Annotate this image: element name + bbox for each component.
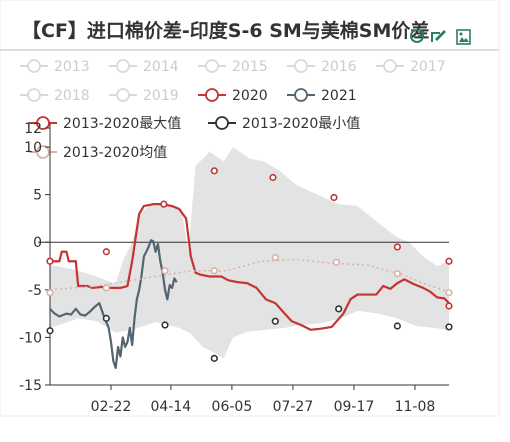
y-tick-label: 12 bbox=[24, 121, 42, 137]
legend-item-2015[interactable]: 2015 bbox=[198, 59, 268, 75]
min-marker bbox=[271, 317, 279, 325]
save-image-icon[interactable] bbox=[456, 29, 471, 45]
min-marker bbox=[46, 327, 54, 335]
legend-label: 2013-2020最小值 bbox=[242, 116, 360, 132]
min-marker bbox=[102, 314, 110, 322]
y-tick-label: -15 bbox=[19, 378, 42, 394]
mean-marker bbox=[393, 270, 401, 278]
series-2020-marker bbox=[445, 302, 453, 310]
min-marker bbox=[393, 322, 401, 330]
legend-label: 2014 bbox=[143, 59, 179, 75]
legend-label: 2016 bbox=[321, 59, 357, 75]
legend-item-2016[interactable]: 2016 bbox=[287, 59, 357, 75]
x-tick-label: 09-17 bbox=[334, 399, 375, 415]
range-band-area bbox=[50, 147, 449, 359]
mean-marker bbox=[210, 267, 218, 275]
y-tick-label: -5 bbox=[28, 283, 42, 299]
legend-item-2013-2020[interactable]: 2013-2020均值 bbox=[29, 145, 167, 161]
restore-icon[interactable] bbox=[410, 29, 424, 43]
range-band bbox=[50, 147, 449, 359]
data-view-icon[interactable] bbox=[431, 30, 446, 42]
max-marker bbox=[393, 243, 401, 251]
legend-label: 2013-2020均值 bbox=[63, 145, 167, 161]
x-tick-label: 07-27 bbox=[273, 399, 314, 415]
max-marker bbox=[102, 248, 110, 256]
x-tick-label: 02-22 bbox=[91, 399, 132, 415]
legend-item-2013-2020[interactable]: 2013-2020最小值 bbox=[208, 116, 360, 132]
legend-item-2013[interactable]: 2013 bbox=[20, 59, 90, 75]
min-marker bbox=[210, 354, 218, 362]
series-2020-marker bbox=[46, 257, 54, 265]
legend-item-2017[interactable]: 2017 bbox=[376, 59, 446, 75]
markers bbox=[46, 167, 453, 362]
legend-item-2018[interactable]: 2018 bbox=[20, 88, 90, 104]
legend-label: 2015 bbox=[232, 59, 268, 75]
max-marker bbox=[210, 167, 218, 175]
x-tick-label: 04-14 bbox=[151, 399, 192, 415]
y-tick-label: 0 bbox=[33, 235, 42, 251]
y-tick-label: 5 bbox=[33, 188, 42, 204]
mean-marker bbox=[445, 289, 453, 297]
legend-label: 2018 bbox=[54, 88, 90, 104]
legend-label: 2019 bbox=[143, 88, 179, 104]
legend-label: 2021 bbox=[321, 88, 357, 104]
max-marker bbox=[160, 200, 168, 208]
mean-marker bbox=[46, 289, 54, 297]
legend-label: 2013-2020最大值 bbox=[63, 116, 181, 132]
legend-item-2014[interactable]: 2014 bbox=[109, 59, 179, 75]
legend-label: 2020 bbox=[232, 88, 268, 104]
toolbox bbox=[410, 29, 471, 45]
y-tick-label: 10 bbox=[24, 140, 42, 156]
max-marker bbox=[330, 193, 338, 202]
legend: 2013 2014 2015 2016 2017 2018 2019 2020 2021 2013… bbox=[20, 59, 446, 161]
chart-title: 【CF】进口棉价差-印度S-6 SM与美棉SM价差 bbox=[22, 19, 429, 42]
mean-marker bbox=[161, 267, 169, 275]
min-marker bbox=[335, 305, 343, 313]
mean-marker bbox=[271, 253, 279, 262]
min-marker bbox=[445, 323, 453, 331]
legend-label: 2017 bbox=[410, 59, 446, 75]
x-tick-label: 06-05 bbox=[212, 399, 253, 415]
series-line-2020 bbox=[50, 203, 450, 331]
legend-label: 2013 bbox=[54, 59, 90, 75]
max-marker bbox=[269, 173, 277, 182]
y-tick-label: -10 bbox=[19, 330, 42, 346]
legend-item-2021[interactable]: 2021 bbox=[287, 88, 357, 104]
mean-marker bbox=[102, 284, 110, 292]
min-marker bbox=[161, 321, 169, 329]
max-marker bbox=[445, 257, 453, 265]
x-tick-label: 11-08 bbox=[395, 399, 436, 415]
mean-marker bbox=[332, 258, 340, 266]
legend-item-2019[interactable]: 2019 bbox=[109, 88, 179, 104]
legend-item-2020[interactable]: 2020 bbox=[198, 88, 268, 104]
series-line-2021 bbox=[49, 239, 178, 369]
axes: -15 -10 -5 0 5 10 12 02-22 04-14 06-05 07-27 09-17 1… bbox=[19, 121, 449, 415]
legend-item-2013-2020[interactable]: 2013-2020最大值 bbox=[29, 116, 181, 132]
